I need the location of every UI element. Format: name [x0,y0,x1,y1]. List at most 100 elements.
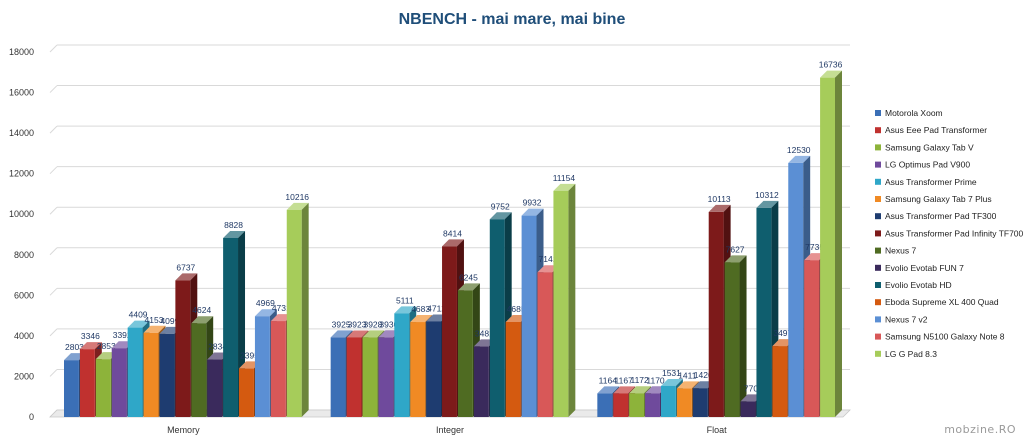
data-label: 4685 [507,304,526,314]
data-label: 2803 [65,342,84,352]
data-label: 4409 [129,310,148,320]
bar-front [692,388,708,417]
bar-top [442,239,464,247]
gridline-depth [49,166,58,175]
watermark-text: mobzine.RO [944,423,1016,436]
legend-label: LG Optimus Pad V900 [885,160,970,170]
bar-front [788,162,804,417]
data-label: 4624 [192,305,211,315]
data-label: 7141 [539,254,558,264]
data-label: 4683 [411,304,430,314]
bar-front [286,209,302,417]
legend-swatch [875,161,881,168]
legend-item: Nexus 7 [875,246,916,256]
data-label: 3930 [379,319,398,329]
gridline-depth [49,125,58,134]
data-label: 12530 [787,145,811,155]
legend-swatch [875,230,881,237]
legend-item: Samsung N5100 Galaxy Note 8 [875,332,1005,342]
legend-item: Evolio Evotab FUN 7 [875,263,964,273]
bar-top [820,70,842,78]
legend-swatch [875,196,881,202]
y-tick-label: 2000 [14,371,34,381]
bar-front [629,393,645,417]
bar-front [95,359,111,417]
data-label: 10312 [755,190,779,200]
bar [286,202,309,417]
bar-side [835,70,842,418]
y-tick-label: 16000 [9,88,34,98]
bar-top [521,208,544,216]
bar-front [111,348,127,417]
legend-label: Nexus 7 v2 [885,314,928,324]
legend-item: LG Optimus Pad V900 [875,160,970,170]
legend-item: Asus Transformer Pad Infinity TF700 [875,228,1024,238]
bar-front [378,337,394,417]
data-label: 3497 [773,328,792,338]
bar-front [362,337,378,417]
bar-front [270,321,286,417]
data-label: 4099 [160,316,179,326]
bar-top [629,386,652,394]
data-label: 4712 [427,303,446,313]
legend-label: Motorola Xoom [885,108,943,118]
legend: Motorola Xoom Asus Eee Pad Transformer Sam… [875,108,1024,359]
y-tick-label: 12000 [9,169,34,179]
bar-front [804,260,820,417]
bar-front [442,246,457,417]
y-tick-label: 4000 [14,331,34,341]
data-label: 1531 [662,368,681,378]
bar-side [568,183,576,417]
bar-top [553,183,576,191]
bar-front [394,313,410,417]
bar-front [613,393,629,417]
data-label: 11154 [553,173,576,183]
data-label: 3923 [348,319,367,329]
bar-front [127,327,143,417]
bar-front [772,346,788,417]
bar-front [553,190,569,417]
data-label: 10216 [285,192,309,202]
data-label: 1172 [630,375,649,385]
legend-swatch [875,316,881,323]
data-label: 16736 [819,60,843,70]
legend-item: Asus Eee Pad Transformer [875,125,987,135]
bar-front [346,337,362,417]
data-label: 8828 [224,220,243,230]
bar-top [175,273,198,281]
bar-front [143,332,159,417]
bar-front [660,385,676,417]
x-tick-label: Integer [436,425,464,435]
legend-label: Evolio Evotab FUN 7 [885,263,964,273]
bar-top [660,378,683,386]
data-label: 3346 [81,331,100,341]
legend-label: Evolio Evotab HD [885,280,952,290]
y-tick-label: 6000 [14,290,34,300]
legend-label: Asus Transformer Pad Infinity TF700 [885,228,1024,238]
legend-item: Nexus 7 v2 [875,314,928,324]
bar-top [788,155,811,163]
bar-front [820,77,835,418]
bar-front [645,393,660,417]
bar-front [740,401,756,417]
legend-label: Nexus 7 [885,246,916,256]
legend-label: Asus Transformer Pad TF300 [885,211,997,221]
data-label: 2395 [240,350,259,360]
data-label: 9932 [523,198,542,208]
data-label: 6245 [459,272,478,282]
data-label: 1170 [646,375,665,385]
bar-front [489,219,505,417]
bar-front [64,360,79,417]
bar-side [739,255,747,417]
y-tick-label: 18000 [9,47,34,57]
gridline-depth [49,369,58,377]
bar-top [394,306,417,314]
legend-swatch [875,178,881,185]
bar [724,255,747,417]
bar-front [330,337,346,417]
y-axis: 0 2000 4000 6000 8000 10000 12000 14000 16000 180… [9,47,34,422]
bar-front [724,262,740,417]
legend-label: Asus Transformer Prime [885,177,977,187]
